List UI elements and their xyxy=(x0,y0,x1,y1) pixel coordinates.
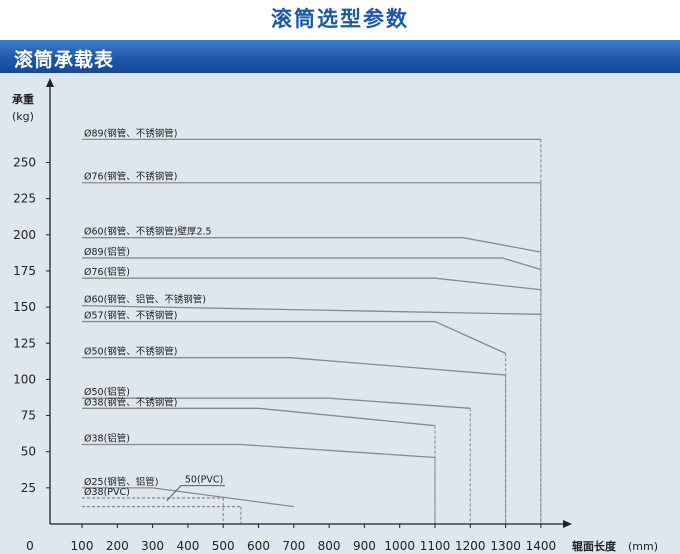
section-header-bar: 滚筒承载表 xyxy=(0,40,680,73)
y-tick-label: 225 xyxy=(13,192,36,206)
series-label: Ø60(钢管、不锈钢管)壁厚2.5 xyxy=(84,226,212,238)
pvc-leader-line xyxy=(166,485,225,501)
y-tick-label: 100 xyxy=(13,372,36,386)
series-line xyxy=(81,305,541,315)
series-line xyxy=(82,357,506,376)
series-label: Ø89(铝管) xyxy=(84,246,130,258)
series-line xyxy=(82,257,542,271)
series-label: Ø89(钢管、不锈钢管) xyxy=(84,127,177,139)
x-tick-label: 900 xyxy=(353,539,376,553)
series-label: Ø25(钢管、铝管) xyxy=(84,476,158,488)
x-tick-label: 1400 xyxy=(526,539,557,553)
series-line xyxy=(82,443,436,459)
series-label: Ø38(钢管、不锈钢管) xyxy=(84,396,177,408)
series-line xyxy=(82,320,506,354)
page-title: 滚筒选型参数 xyxy=(271,7,409,31)
y-tick-label: 75 xyxy=(21,409,36,423)
x-axis-arrow-icon xyxy=(563,520,572,528)
series-label: 50(PVC) xyxy=(185,475,223,486)
series-label: Ø57(钢管、不锈钢管) xyxy=(84,310,177,322)
x-axis-unit: (mm) xyxy=(628,540,658,553)
series-label: Ø38(铝管) xyxy=(84,432,130,444)
y-tick-label: 200 xyxy=(13,228,36,242)
x-tick-label: 1300 xyxy=(490,539,521,553)
x-tick-label: 200 xyxy=(106,539,129,553)
x-tick-label: 100 xyxy=(71,539,94,553)
x-tick-label: 500 xyxy=(212,539,235,553)
y-tick-label: 175 xyxy=(13,264,36,278)
x-tick-label: 800 xyxy=(318,539,341,553)
y-tick-label: 250 xyxy=(13,156,36,170)
y-tick-label: 50 xyxy=(21,445,36,459)
x-tick-label: 700 xyxy=(282,539,305,553)
series-line xyxy=(82,487,294,508)
load-capacity-chart-panel: 25 50 75 100 125 150 175 200 225 250 0 100 200 300 400… xyxy=(0,73,680,554)
x-tick-label: 300 xyxy=(141,539,164,553)
section-title: 滚筒承载表 xyxy=(14,49,115,71)
y-axis-arrow-icon xyxy=(46,78,54,87)
series-line xyxy=(82,397,471,409)
series-line xyxy=(82,407,436,427)
series-line xyxy=(82,237,542,253)
series-label: Ø50(铝管) xyxy=(84,386,130,398)
y-tick-label: 25 xyxy=(21,481,36,495)
x-tick-label: 600 xyxy=(247,539,270,553)
series-label: Ø60(钢管、铝管、不锈钢管) xyxy=(84,294,206,306)
origin-label: 0 xyxy=(26,539,34,553)
series-label: Ø50(钢管、不锈钢管) xyxy=(84,346,177,358)
series-label: Ø76(钢管、不锈钢管) xyxy=(84,171,177,183)
x-axis-title: 辊面长度 xyxy=(572,539,617,553)
x-tick-label: 1100 xyxy=(420,539,451,553)
series-line xyxy=(82,277,541,291)
x-tick-label: 400 xyxy=(176,539,199,553)
series-label: Ø38(PVC) xyxy=(84,487,130,498)
x-tick-label: 1200 xyxy=(455,539,486,553)
series-label: Ø76(铝管) xyxy=(84,266,130,278)
y-axis-unit: (kg) xyxy=(12,110,34,123)
x-tick-label: 1000 xyxy=(384,539,415,553)
y-tick-label: 150 xyxy=(13,300,36,314)
y-axis-title: 承重 xyxy=(12,92,34,106)
load-capacity-chart: 25 50 75 100 125 150 175 200 225 250 0 100 200 300 400… xyxy=(12,78,658,553)
y-tick-label: 125 xyxy=(13,336,36,350)
